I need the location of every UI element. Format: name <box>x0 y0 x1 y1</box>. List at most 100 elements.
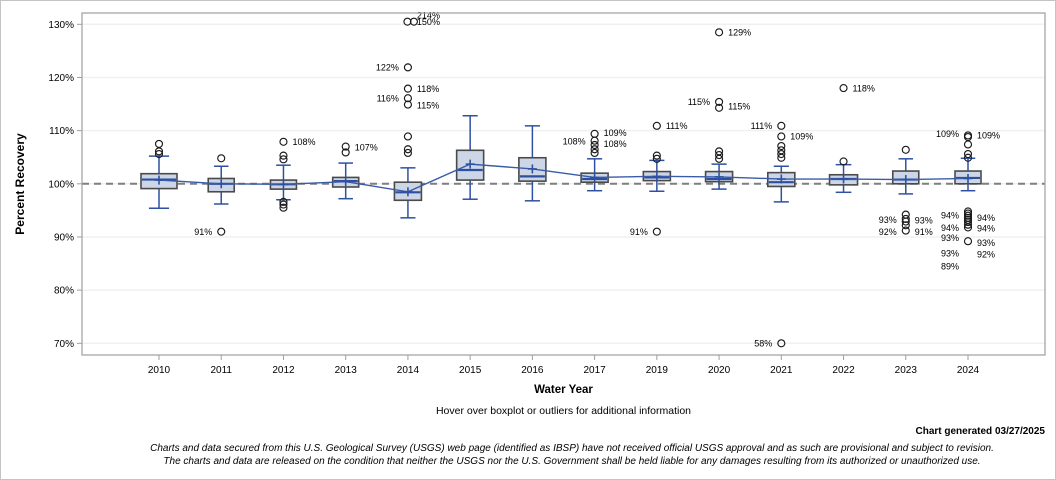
outlier-point-2024[interactable] <box>963 132 973 142</box>
outlier-point-2023[interactable] <box>901 145 910 154</box>
mean-connect-line <box>158 163 969 193</box>
y-tick-label: 100% <box>48 179 74 190</box>
outlier-point-2024[interactable] <box>963 207 973 216</box>
outlier-point-2012[interactable] <box>279 137 288 146</box>
outlier-point-2021[interactable] <box>777 149 786 159</box>
outlier-point-2024[interactable] <box>963 218 973 227</box>
x-tick-label: 2012 <box>272 365 295 376</box>
outlier-point-2014[interactable] <box>403 132 412 141</box>
outlier-point-2022[interactable] <box>839 84 848 93</box>
outlier-point-2010[interactable] <box>154 139 164 148</box>
y-tick-label: 130% <box>48 20 74 31</box>
outlier-point-2020[interactable] <box>715 28 724 37</box>
outlier-point-2017[interactable] <box>590 136 599 145</box>
outlier-point-2021[interactable] <box>777 141 786 151</box>
outlier-label: 91% <box>915 227 933 237</box>
outlier-label: 107% <box>355 142 378 152</box>
outlier-label: 118% <box>417 84 439 94</box>
outlier-label: 94% <box>977 224 995 234</box>
outlier-point-2012[interactable] <box>279 151 288 160</box>
x-tick-label: 2016 <box>521 365 544 376</box>
outlier-point-2023[interactable] <box>901 226 910 235</box>
outlier-point-2014[interactable] <box>403 145 412 154</box>
hover-note: Hover over boxplot or outliers for addit… <box>435 405 692 417</box>
outlier-label: 92% <box>879 227 897 237</box>
outlier-point-2017[interactable] <box>590 145 599 154</box>
outlier-point-2014[interactable] <box>403 148 412 158</box>
x-tick-label: 2014 <box>397 365 420 376</box>
outlier-point-2023[interactable] <box>901 217 910 226</box>
outlier-point-2017[interactable] <box>590 129 599 138</box>
outlier-point-2014[interactable] <box>409 17 418 26</box>
outlier-point-2012[interactable] <box>279 200 288 209</box>
outlier-point-2019[interactable] <box>652 151 661 160</box>
disclaimer-line-2: The charts and data are released on the … <box>163 456 981 467</box>
outlier-point-2011[interactable] <box>217 227 226 236</box>
y-tick-label: 110% <box>49 126 74 137</box>
outlier-point-2024[interactable] <box>963 149 973 159</box>
outlier-label: 109% <box>604 128 627 138</box>
outlier-point-2014[interactable] <box>403 100 412 109</box>
outlier-label: 115% <box>688 97 710 107</box>
outlier-label: 93% <box>941 233 959 243</box>
outlier-label: 94% <box>941 210 959 220</box>
x-tick-label: 2017 <box>583 365 606 376</box>
outlier-point-2012[interactable] <box>279 155 288 164</box>
outlier-point-2013[interactable] <box>341 148 350 157</box>
usgs-disclaimer: Charts and data secured from this U.S. G… <box>89 442 1055 468</box>
outlier-point-2014[interactable] <box>403 63 412 72</box>
outlier-point-2020[interactable] <box>715 151 724 160</box>
outlier-point-2011[interactable] <box>217 154 226 163</box>
outlier-point-2024[interactable] <box>963 237 973 246</box>
outlier-point-2024[interactable] <box>963 211 973 220</box>
outlier-point-2010[interactable] <box>154 149 164 159</box>
outlier-point-2014[interactable] <box>403 94 412 103</box>
outlier-label: 115% <box>728 101 750 111</box>
x-tick-label: 2023 <box>895 365 918 376</box>
outlier-point-2022[interactable] <box>839 157 848 166</box>
outlier-label: 111% <box>666 121 688 131</box>
outlier-point-2013[interactable] <box>341 142 350 151</box>
outlier-point-2023[interactable] <box>901 214 910 223</box>
outlier-label: 94% <box>977 213 995 223</box>
outlier-point-2024[interactable] <box>963 223 973 232</box>
outlier-label: 109% <box>790 132 813 142</box>
y-axis-title: Percent Recovery <box>13 133 27 235</box>
outlier-point-2017[interactable] <box>590 140 599 150</box>
outlier-point-2019[interactable] <box>652 121 661 130</box>
outlier-label: 109% <box>977 131 1000 141</box>
y-tick-label: 90% <box>54 232 74 243</box>
outlier-point-2012[interactable] <box>279 203 288 212</box>
y-tick-label: 70% <box>54 339 74 350</box>
x-tick-label: 2024 <box>957 365 980 376</box>
outlier-label: 91% <box>630 227 648 237</box>
outlier-label: 93% <box>977 238 995 248</box>
y-tick-label: 80% <box>54 286 74 297</box>
outlier-label: 108% <box>292 137 315 147</box>
outlier-point-2020[interactable] <box>715 97 724 106</box>
outlier-point-2024[interactable] <box>963 140 973 149</box>
outlier-label: 109% <box>936 129 959 139</box>
outlier-point-2024[interactable] <box>963 153 973 162</box>
outlier-label: 58% <box>754 339 772 349</box>
outlier-point-2020[interactable] <box>715 103 724 112</box>
outlier-point-2017[interactable] <box>590 148 599 158</box>
outlier-point-2021[interactable] <box>777 121 786 130</box>
outlier-label: 108% <box>563 136 586 146</box>
outlier-point-2019[interactable] <box>652 227 661 236</box>
outlier-point-2021[interactable] <box>777 339 786 348</box>
outlier-point-2023[interactable] <box>901 221 910 230</box>
outlier-point-2020[interactable] <box>715 147 724 156</box>
outlier-point-2024[interactable] <box>963 209 973 218</box>
x-tick-label: 2013 <box>335 365 358 376</box>
outlier-point-2014[interactable] <box>403 84 412 93</box>
outlier-point-2019[interactable] <box>652 154 661 163</box>
outlier-point-2024[interactable] <box>963 220 973 229</box>
chart-generated-date: Chart generated 03/27/2025 <box>915 426 1045 437</box>
outlier-label: 94% <box>941 223 959 233</box>
outlier-point-2021[interactable] <box>777 146 786 155</box>
outlier-point-2012[interactable] <box>279 197 288 206</box>
outlier-point-2021[interactable] <box>777 132 786 141</box>
x-axis-title: Water Year <box>534 384 593 396</box>
